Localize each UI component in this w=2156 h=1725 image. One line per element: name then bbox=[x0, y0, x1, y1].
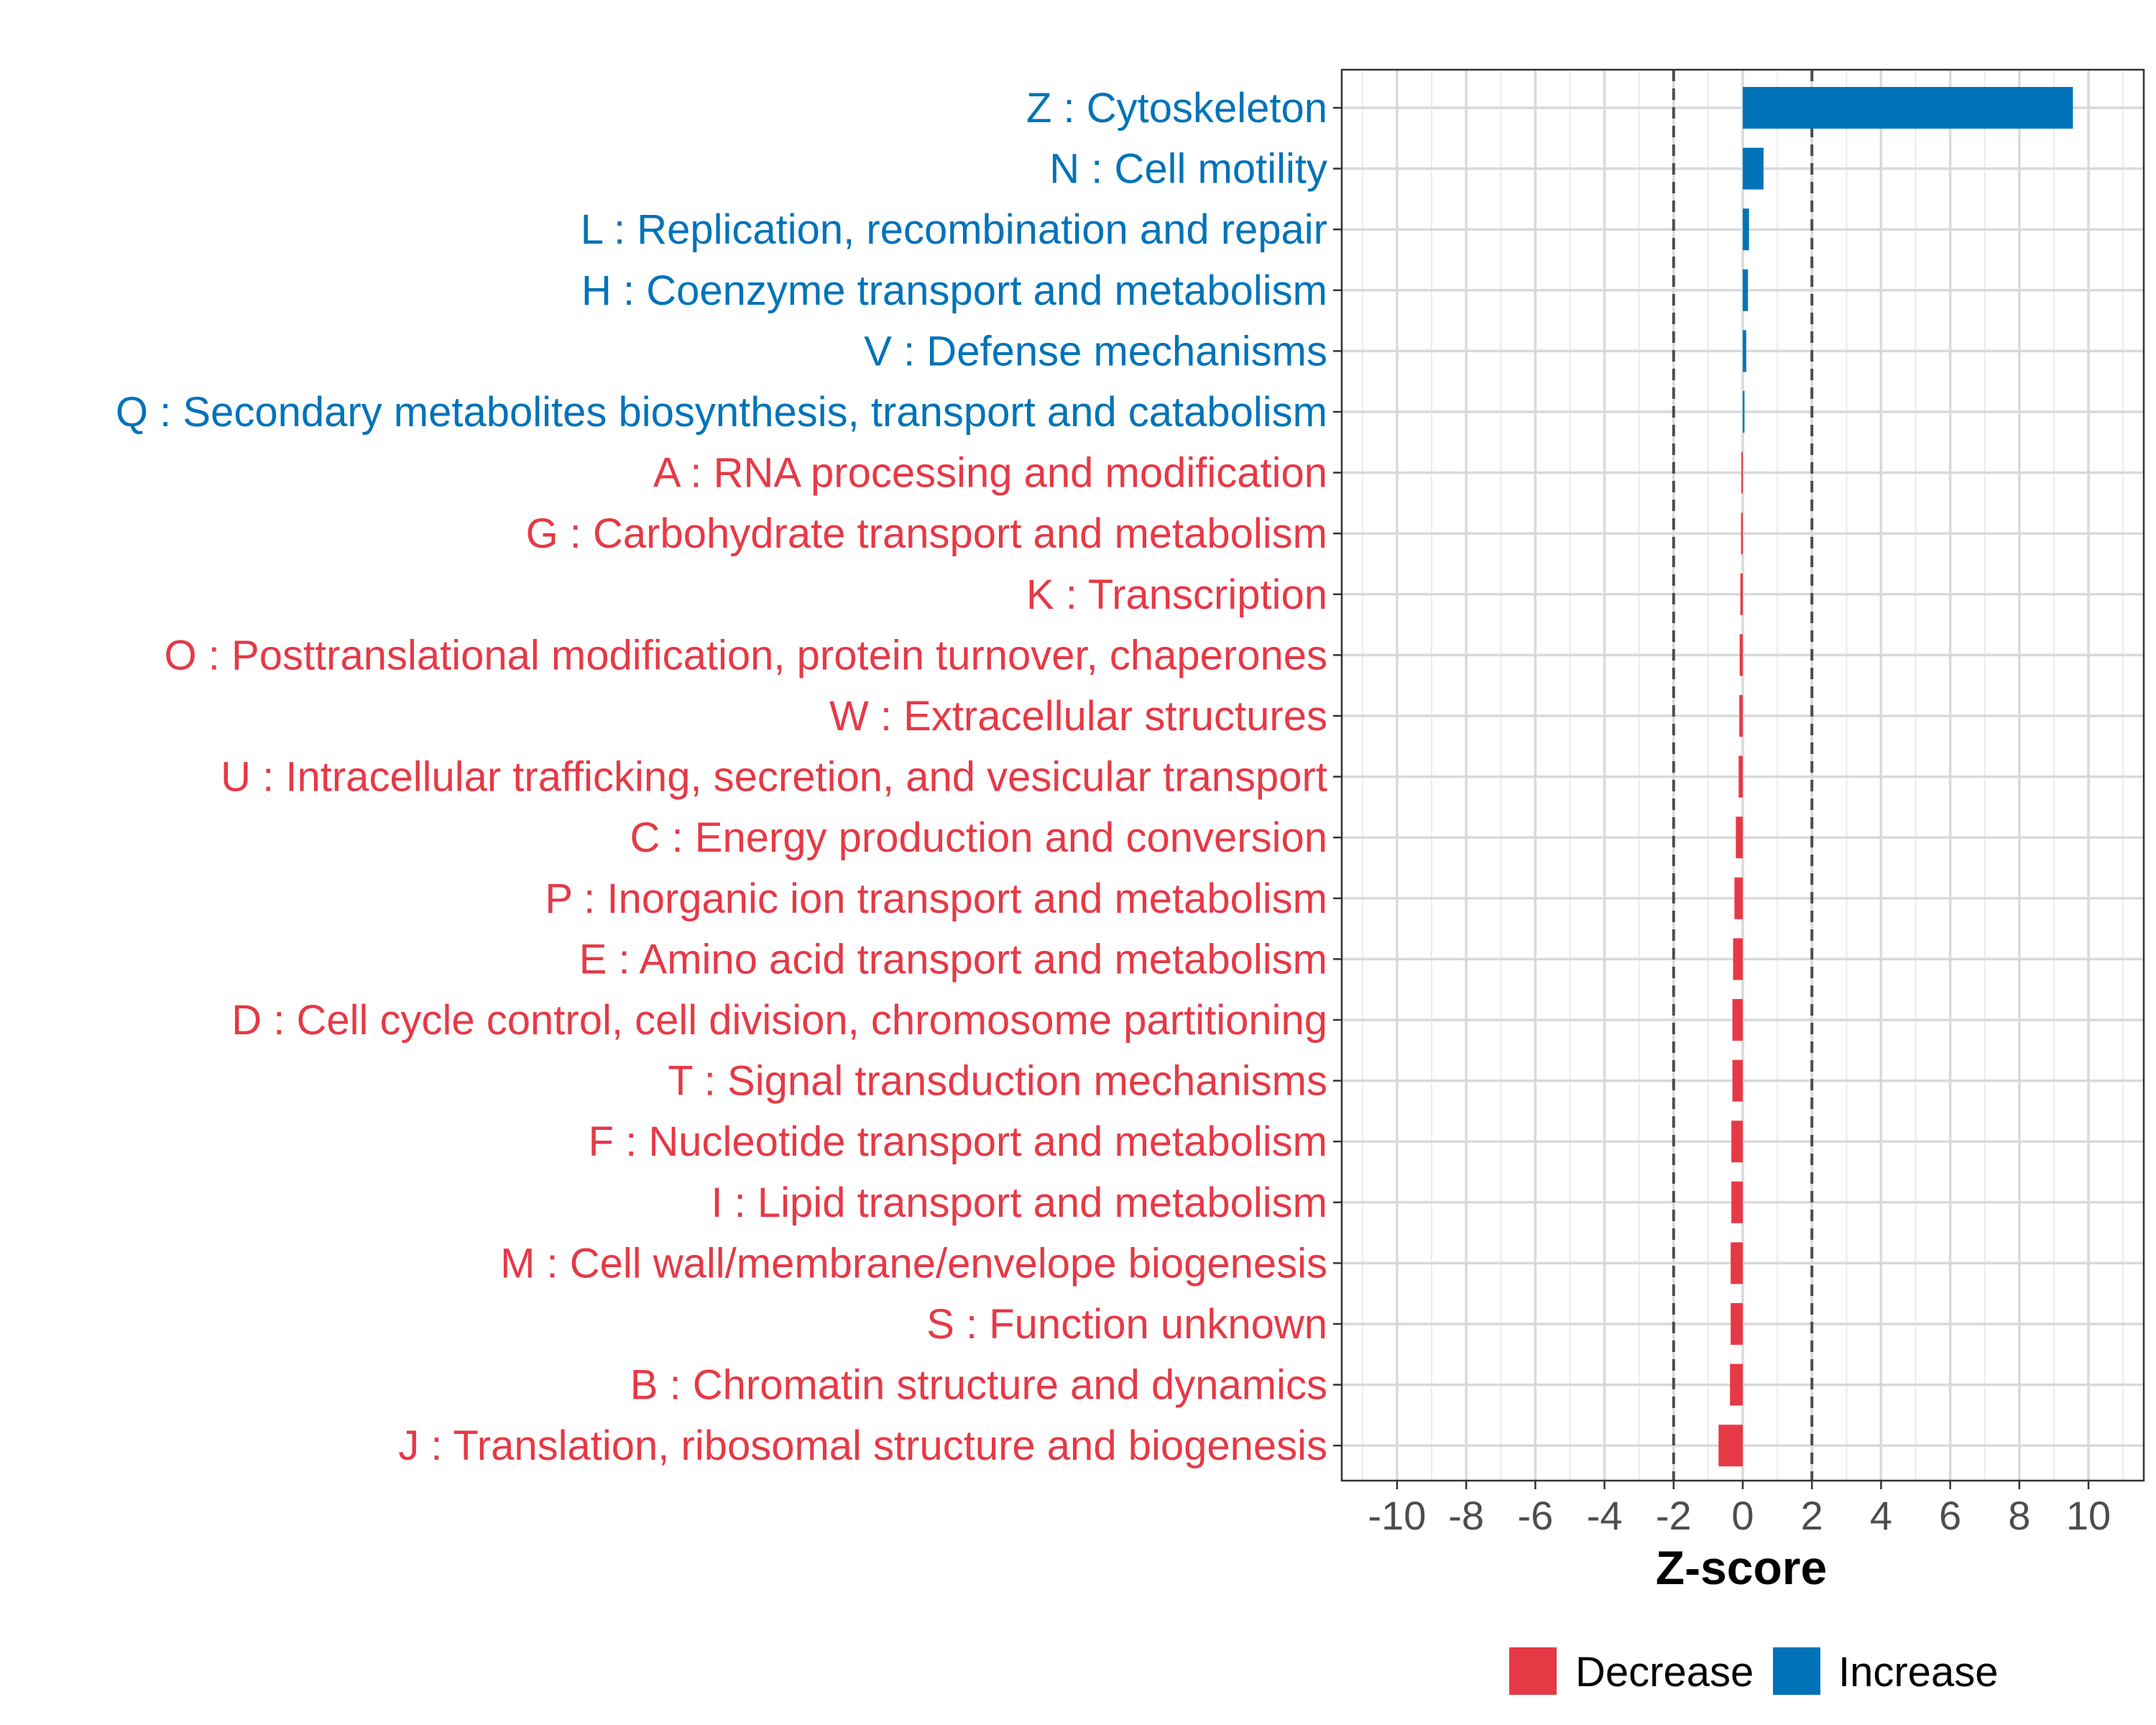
category-label: L : Replication, recombination and repai… bbox=[581, 206, 1327, 253]
bar bbox=[1741, 451, 1743, 494]
x-tick-label: 10 bbox=[2066, 1493, 2111, 1538]
x-axis-ticks bbox=[1396, 1481, 2090, 1489]
x-tick-label: -8 bbox=[1448, 1493, 1484, 1538]
bar bbox=[1730, 1363, 1743, 1406]
category-label: K : Transcription bbox=[1026, 571, 1327, 618]
category-label: P : Inorganic ion transport and metaboli… bbox=[545, 875, 1327, 922]
category-label: U : Intracellular trafficking, secretion… bbox=[221, 754, 1327, 801]
category-label: J : Translation, ribosomal structure and… bbox=[398, 1422, 1327, 1469]
category-label: S : Function unknown bbox=[926, 1301, 1327, 1348]
bar bbox=[1739, 695, 1743, 737]
category-label: V : Defense mechanisms bbox=[864, 328, 1327, 374]
x-axis-title: Z-score bbox=[1656, 1541, 1827, 1594]
x-tick-label: -4 bbox=[1587, 1493, 1623, 1538]
category-label: Z : Cytoskeleton bbox=[1026, 85, 1327, 132]
grid-lines bbox=[1342, 70, 2144, 1481]
category-label: B : Chromatin structure and dynamics bbox=[630, 1362, 1327, 1409]
bars bbox=[1718, 87, 2073, 1467]
bar bbox=[1718, 1425, 1743, 1467]
category-label: I : Lipid transport and metabolism bbox=[711, 1179, 1327, 1226]
legend-swatch-increase bbox=[1773, 1647, 1820, 1695]
bar bbox=[1733, 938, 1743, 980]
category-label: T : Signal transduction mechanisms bbox=[668, 1058, 1327, 1105]
legend: Decrease Increase bbox=[1509, 1647, 1998, 1696]
reference-lines bbox=[1672, 70, 1814, 1481]
category-label: A : RNA processing and modification bbox=[653, 450, 1327, 497]
bar bbox=[1734, 877, 1743, 919]
x-tick-label: 8 bbox=[2008, 1493, 2030, 1538]
bar bbox=[1731, 1181, 1743, 1223]
bar bbox=[1739, 634, 1743, 676]
x-axis-tick-labels: -10 -8 -6 -4 -2 0 2 4 6 8 10 bbox=[1368, 1493, 2111, 1538]
x-tick-label: 4 bbox=[1870, 1493, 1892, 1538]
bar bbox=[1732, 1059, 1743, 1102]
x-tick-label: -6 bbox=[1517, 1493, 1553, 1538]
category-label: E : Amino acid transport and metabolism bbox=[579, 936, 1327, 983]
category-label: H : Coenzyme transport and metabolism bbox=[581, 267, 1327, 314]
category-label: C : Energy production and conversion bbox=[630, 814, 1327, 861]
category-label: F : Nucleotide transport and metabolism bbox=[589, 1118, 1327, 1165]
x-tick-label: 2 bbox=[1801, 1493, 1823, 1538]
bar bbox=[1743, 147, 1764, 190]
x-tick-label: 6 bbox=[1939, 1493, 1961, 1538]
bar bbox=[1738, 755, 1743, 798]
legend-swatch-decrease bbox=[1509, 1647, 1557, 1695]
bar bbox=[1732, 999, 1743, 1041]
category-label: N : Cell motility bbox=[1049, 146, 1327, 193]
bar bbox=[1731, 1242, 1743, 1284]
category-label: Q : Secondary metabolites biosynthesis, … bbox=[116, 389, 1327, 436]
category-label: O : Posttranslational modification, prot… bbox=[165, 632, 1327, 678]
y-axis-category-labels: Z : Cytoskeleton N : Cell motility L : Rep… bbox=[116, 85, 1327, 1469]
category-label: W : Extracellular structures bbox=[829, 693, 1327, 740]
category-label: G : Carbohydrate transport and metabolis… bbox=[526, 510, 1327, 557]
y-axis-ticks bbox=[1333, 106, 1342, 1447]
category-label: D : Cell cycle control, cell division, c… bbox=[231, 997, 1327, 1044]
bar bbox=[1731, 1121, 1743, 1163]
bar bbox=[1743, 269, 1749, 311]
x-tick-label: 0 bbox=[1731, 1493, 1754, 1538]
bar bbox=[1731, 1303, 1743, 1345]
legend-label-decrease: Decrease bbox=[1575, 1649, 1754, 1696]
bar bbox=[1743, 391, 1745, 433]
bar bbox=[1736, 816, 1743, 859]
bar bbox=[1741, 512, 1743, 555]
category-label: M : Cell wall/membrane/envelope biogenes… bbox=[500, 1240, 1327, 1287]
legend-label-increase: Increase bbox=[1838, 1649, 1998, 1696]
bar bbox=[1743, 330, 1746, 372]
x-tick-label: -10 bbox=[1368, 1493, 1426, 1538]
bar bbox=[1743, 87, 2073, 129]
bar bbox=[1740, 573, 1743, 615]
x-tick-label: -2 bbox=[1656, 1493, 1692, 1538]
bar bbox=[1743, 208, 1749, 251]
